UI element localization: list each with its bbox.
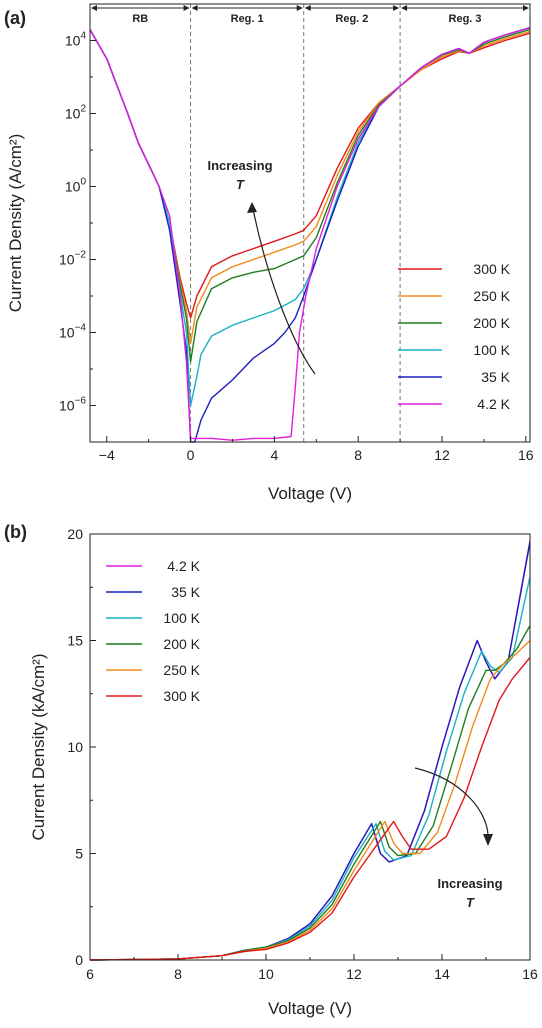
x-tick-label-a-4: −4 xyxy=(99,447,115,463)
panel-b-annotation-arrowhead xyxy=(483,834,493,846)
series-line-b-100-k xyxy=(89,576,531,961)
panel-b-y-axis-label: Current Density (kA/cm²) xyxy=(29,653,48,840)
y-tick-label-b-5: 5 xyxy=(75,846,83,862)
series-line-a-200-k xyxy=(89,28,531,363)
x-tick-label-a-16: 16 xyxy=(518,447,534,463)
y-tick-label-b-20: 20 xyxy=(67,526,83,542)
panel-b-annotation-line2: T xyxy=(466,895,475,910)
y-tick-label-a-10-6: 10−6 xyxy=(59,396,86,414)
y-tick-label-a-100: 100 xyxy=(65,177,87,195)
region-arrowhead-right-reg-1 xyxy=(296,5,303,11)
x-tick-label-b-16: 16 xyxy=(522,966,538,982)
panel-b-annotation-line1: Increasing xyxy=(437,876,502,891)
y-tick-label-a-104: 104 xyxy=(65,31,87,49)
panel-a-annotation-arrowhead xyxy=(247,202,257,213)
panel-b-x-axis-label: Voltage (V) xyxy=(268,999,352,1018)
series-line-a-4-2-k xyxy=(89,27,531,441)
region-arrowhead-right-rb xyxy=(183,5,190,11)
panel-b-annotation-arrow xyxy=(414,767,489,841)
x-tick-label-b-6: 6 xyxy=(86,966,94,982)
legend-label-b-4-2-k: 4.2 K xyxy=(167,558,200,574)
legend-label-b-100-k: 100 K xyxy=(163,610,200,626)
region-label-reg-2: Reg. 2 xyxy=(335,13,368,25)
legend-label-a-300-k: 300 K xyxy=(473,261,510,277)
region-arrowhead-left-reg-2 xyxy=(304,5,311,11)
y-tick-label-a-10-4: 10−4 xyxy=(59,323,86,341)
legend-label-a-250-k: 250 K xyxy=(473,288,510,304)
region-arrowhead-left-reg-3 xyxy=(401,5,408,11)
region-label-reg-3: Reg. 3 xyxy=(449,13,482,25)
region-label-rb: RB xyxy=(132,13,148,25)
legend-label-b-250-k: 250 K xyxy=(163,662,200,678)
panel-b-frame xyxy=(89,533,531,961)
x-tick-label-a-0: 0 xyxy=(187,447,195,463)
series-line-a-250-k xyxy=(89,29,531,345)
region-arrowhead-left-rb xyxy=(91,5,97,11)
panel-a-annotation-line1: Increasing xyxy=(207,158,272,173)
y-tick-label-a-102: 102 xyxy=(65,104,87,122)
panel-b-label: (b) xyxy=(4,522,27,542)
legend-label-b-300-k: 300 K xyxy=(163,688,200,704)
region-arrowhead-right-reg-2 xyxy=(393,5,400,11)
panel-b-annotation: Increasing T xyxy=(414,767,503,910)
x-tick-label-b-10: 10 xyxy=(258,966,274,982)
panel-a-label: (a) xyxy=(4,8,26,28)
x-tick-label-a-12: 12 xyxy=(434,447,450,463)
region-arrowhead-left-reg-1 xyxy=(191,5,198,11)
series-line-b-200-k xyxy=(89,625,531,961)
panel-a-annotation: Increasing T xyxy=(207,158,316,375)
legend-label-b-200-k: 200 K xyxy=(163,636,200,652)
y-tick-label-b-10: 10 xyxy=(67,739,83,755)
y-tick-label-a-10-2: 10−2 xyxy=(59,250,86,268)
legend-label-b-35-k: 35 K xyxy=(171,584,200,600)
x-tick-label-a-4: 4 xyxy=(270,447,278,463)
series-line-b-4-2-k xyxy=(89,540,531,961)
x-tick-label-b-14: 14 xyxy=(434,966,450,982)
series-line-b-250-k xyxy=(89,639,531,961)
legend-label-a-200-k: 200 K xyxy=(473,315,510,331)
panel-a-legend: 300 K 250 K 200 K 100 K 35 K 4.2 K xyxy=(398,261,511,412)
region-arrowhead-right-reg-3 xyxy=(523,5,529,11)
panel-b: (b) 6 8 10 12 14 16 0 5 10 15 20 Voltage (V) Curr… xyxy=(4,522,538,1018)
panel-a-annotation-line2: T xyxy=(236,177,245,192)
panel-a-x-axis-label: Voltage (V) xyxy=(268,484,352,503)
y-tick-label-b-0: 0 xyxy=(75,952,83,968)
region-label-reg-1: Reg. 1 xyxy=(231,13,264,25)
panel-b-legend: 4.2 K 35 K 100 K 200 K 250 K 300 K xyxy=(106,558,201,704)
legend-label-a-4-2-k: 4.2 K xyxy=(477,396,510,412)
panel-a-annotation-arrow xyxy=(251,203,316,375)
panel-a-y-axis-label: Current Density (A/cm²) xyxy=(6,134,25,313)
x-tick-label-b-12: 12 xyxy=(346,966,362,982)
panel-a: (a) RB Reg. 1 Reg. 2 Reg. 3 −4 0 4 8 12 16 10−6 1… xyxy=(4,3,534,503)
x-tick-label-a-8: 8 xyxy=(354,447,362,463)
series-line-b-300-k xyxy=(89,657,531,961)
series-line-b-35-k xyxy=(89,542,531,961)
y-tick-label-b-15: 15 xyxy=(67,633,83,649)
legend-label-a-35-k: 35 K xyxy=(481,369,510,385)
legend-label-a-100-k: 100 K xyxy=(473,342,510,358)
x-tick-label-b-8: 8 xyxy=(174,966,182,982)
series-line-a-100-k xyxy=(89,27,531,407)
